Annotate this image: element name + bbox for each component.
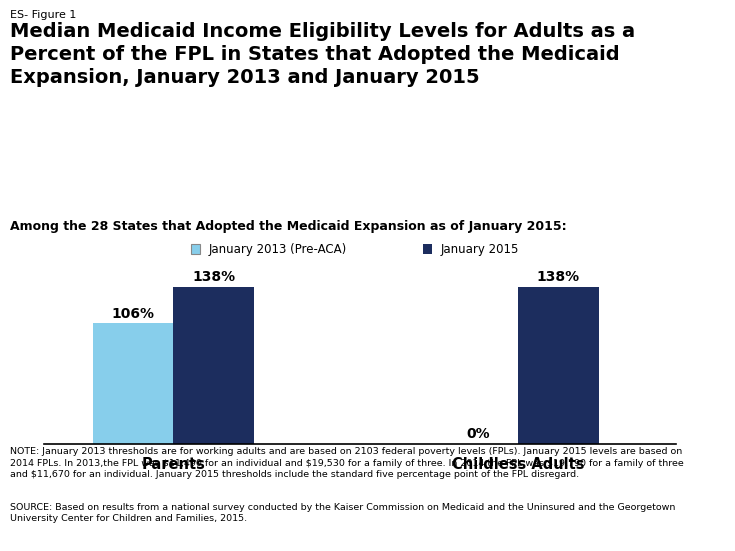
Text: Median Medicaid Income Eligibility Levels for Adults as a
Percent of the FPL in : Median Medicaid Income Eligibility Level… [10,22,636,87]
Bar [93,323,173,444]
Text: SOURCE: Based on results from a national survey conducted by the Kaiser Commissi: SOURCE: Based on results from a national… [10,503,675,523]
Text: FAMILY: FAMILY [628,511,680,523]
Text: KAISER: KAISER [618,493,689,511]
Text: 138%: 138% [192,271,235,284]
Text: FOUNDATION: FOUNDATION [623,528,685,537]
Text: 106%: 106% [112,307,154,321]
Text: ES- Figure 1: ES- Figure 1 [10,10,76,20]
Text: 138%: 138% [537,271,580,284]
Text: Among the 28 States that Adopted the Medicaid Expansion as of January 2015:: Among the 28 States that Adopted the Med… [10,220,567,234]
Text: NOTE: January 2013 thresholds are for working adults and are based on 2103 feder: NOTE: January 2013 thresholds are for wo… [10,447,684,479]
Bar [173,287,254,444]
Text: 0%: 0% [466,427,490,441]
Bar [518,287,598,444]
Text: January 2013 (Pre-ACA): January 2013 (Pre-ACA) [209,242,347,256]
Text: January 2015: January 2015 [440,242,519,256]
Text: THE HENRY J.: THE HENRY J. [625,483,682,493]
